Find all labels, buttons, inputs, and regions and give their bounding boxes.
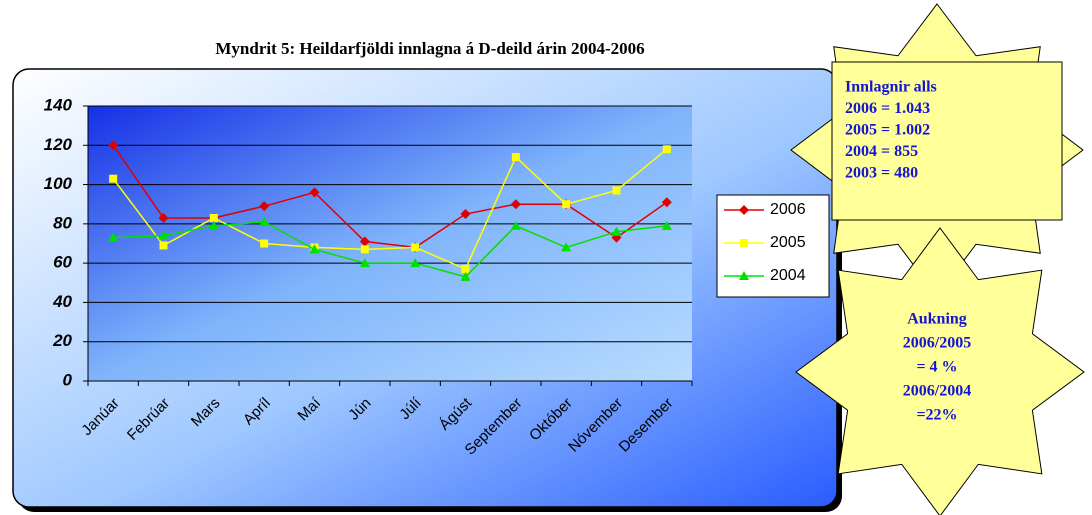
marker [158,212,169,223]
marker [260,239,269,248]
marker [359,258,370,268]
callout-box [831,61,1063,221]
marker [360,245,369,254]
callout-text: Innlagnir alls [845,79,937,96]
marker [309,244,320,254]
callout-text: =22% [916,407,957,424]
marker [359,236,370,247]
marker [611,226,622,236]
marker [612,186,621,195]
marker [208,220,219,230]
plot-area [88,106,692,381]
callout-text: 2006/2005 [903,335,971,352]
y-tick-label: 20 [52,331,72,350]
marker [510,220,521,230]
callout-text: = 4 % [916,359,957,376]
callout-star [795,227,1085,515]
marker [662,145,671,154]
y-tick-label: 0 [63,370,73,389]
callout-text: Aukning [907,311,967,328]
marker [561,242,572,252]
chart-title: Myndrit 5: Heildarfjöldi innlagna á D-de… [215,39,644,58]
callout-text: 2003 = 480 [845,165,918,182]
marker [511,153,520,162]
marker [411,243,420,252]
marker [739,271,749,280]
marker [209,213,218,222]
marker [661,220,672,230]
series-line [112,144,668,249]
marker [460,271,471,281]
marker [159,241,168,250]
marker [510,199,521,210]
marker [108,140,119,151]
legend-label: 2004 [770,267,806,284]
callout-text: 2004 = 855 [845,143,918,160]
marker [309,187,320,198]
marker [562,200,571,209]
legend-label: 2006 [770,201,806,218]
callout-text: 2006 = 1.043 [845,100,930,117]
marker [740,239,748,247]
marker [108,232,119,242]
y-tick-label: 120 [44,135,73,154]
series-line [112,148,668,271]
callout-text: 2006/2004 [903,383,971,400]
marker [661,197,672,208]
y-tick-label: 40 [52,292,72,311]
marker [259,216,270,226]
marker [259,201,270,212]
marker [739,205,749,215]
y-tick-label: 80 [53,213,72,232]
y-tick-label: 100 [44,174,73,193]
marker [410,258,421,268]
marker [109,174,118,183]
marker [461,265,470,274]
marker [460,209,471,220]
series-line [113,221,667,278]
legend-label: 2005 [770,234,806,251]
y-tick-label: 60 [53,253,72,272]
y-tick-label: 140 [44,95,73,114]
marker [158,230,169,240]
legend-box [716,194,830,298]
callout-text: 2005 = 1.002 [845,122,930,139]
